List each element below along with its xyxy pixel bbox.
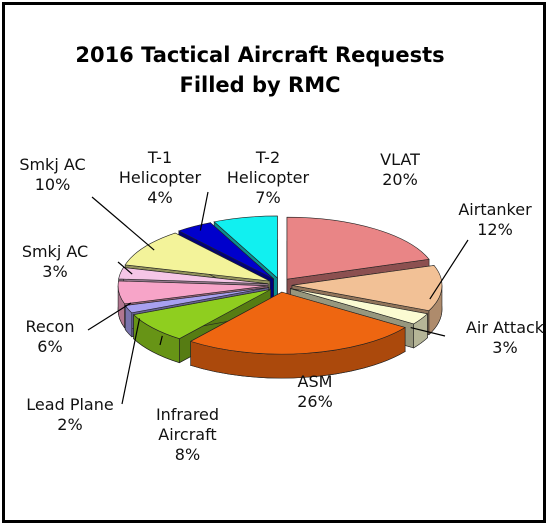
data-label: Smkj AC 10% bbox=[5, 155, 100, 195]
leader-line bbox=[410, 326, 446, 337]
data-label: Infrared Aircraft 8% bbox=[140, 405, 235, 465]
slice bbox=[291, 265, 443, 311]
data-label: Airtanker 12% bbox=[440, 200, 550, 240]
value-label: 10% bbox=[34, 175, 71, 194]
category-label: Lead Plane bbox=[26, 395, 114, 414]
value-label: 3% bbox=[42, 262, 68, 281]
category-label: Infrared Aircraft bbox=[155, 405, 220, 444]
category-label: Airtanker bbox=[458, 200, 532, 219]
value-label: 20% bbox=[382, 170, 418, 189]
chart-title: 2016 Tactical Aircraft Requests Filled b… bbox=[75, 43, 445, 97]
leader-line bbox=[121, 318, 141, 405]
slice bbox=[286, 216, 430, 280]
value-label: 4% bbox=[147, 188, 173, 207]
category-label: ASM bbox=[297, 372, 333, 391]
value-label: 8% bbox=[174, 445, 201, 464]
category-label: T-2 Helicopter bbox=[226, 148, 310, 187]
slice bbox=[117, 280, 269, 305]
category-label: T-1 Helicopter bbox=[118, 148, 202, 187]
data-label: T-2 Helicopter 7% bbox=[218, 148, 318, 208]
leader-line bbox=[159, 335, 163, 346]
leader-line bbox=[429, 239, 469, 300]
leader-line bbox=[117, 261, 133, 275]
slice bbox=[290, 288, 429, 325]
data-label: VLAT 20% bbox=[350, 150, 450, 190]
category-label: Air Attack bbox=[465, 318, 545, 337]
value-label: 3% bbox=[492, 338, 518, 357]
value-label: 12% bbox=[477, 220, 513, 239]
slice bbox=[132, 289, 271, 340]
value-label: 7% bbox=[255, 188, 281, 207]
category-label: Recon bbox=[25, 317, 75, 336]
category-label: Smkj AC bbox=[21, 242, 89, 261]
leader-line bbox=[199, 191, 209, 231]
slice bbox=[124, 232, 271, 282]
data-label: Air Attack 3% bbox=[455, 318, 555, 358]
data-label: T-1 Helicopter 4% bbox=[110, 148, 210, 208]
leader-line bbox=[87, 302, 132, 331]
slice bbox=[118, 267, 269, 285]
data-label: Recon 6% bbox=[5, 317, 95, 357]
slice bbox=[189, 291, 406, 355]
data-label: Smkj AC 3% bbox=[5, 242, 105, 282]
data-label: ASM 26% bbox=[270, 372, 360, 412]
category-label: Smkj AC bbox=[19, 155, 86, 174]
data-label: Lead Plane 2% bbox=[20, 395, 120, 435]
frame bbox=[2, 2, 546, 523]
value-label: 26% bbox=[297, 392, 333, 411]
slice bbox=[178, 222, 274, 280]
value-label: 6% bbox=[37, 337, 63, 356]
value-label: 2% bbox=[57, 415, 83, 434]
category-label: VLAT bbox=[380, 150, 420, 169]
slice bbox=[213, 215, 278, 279]
slice bbox=[124, 287, 269, 314]
leader-line bbox=[91, 196, 155, 251]
